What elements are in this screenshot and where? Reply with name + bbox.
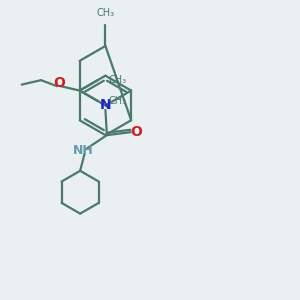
Text: NH: NH: [73, 143, 94, 157]
Text: CH₃: CH₃: [108, 75, 126, 85]
Text: N: N: [100, 98, 111, 112]
Text: CH₃: CH₃: [96, 8, 115, 18]
Text: O: O: [130, 125, 142, 139]
Text: O: O: [53, 76, 65, 89]
Text: CH₃: CH₃: [108, 96, 126, 106]
